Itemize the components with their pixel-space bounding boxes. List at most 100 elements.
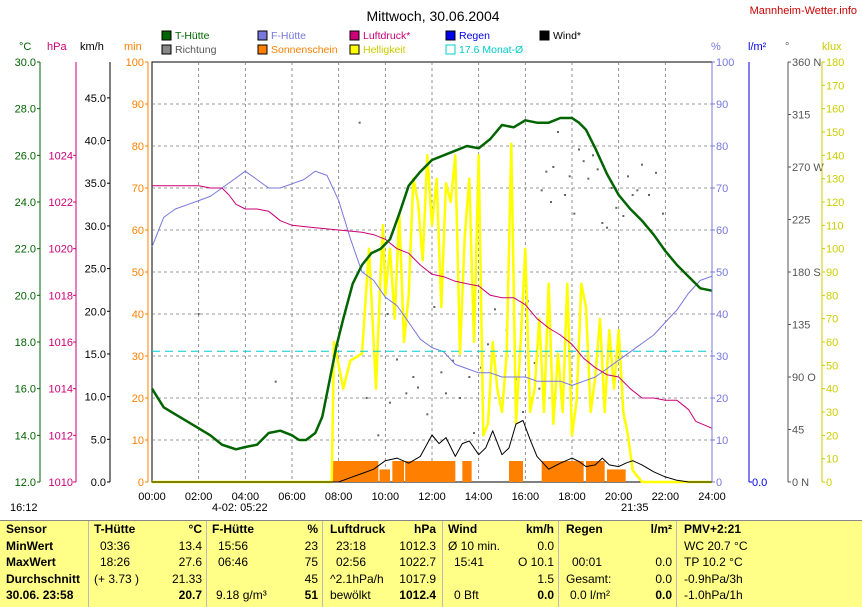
header-pmv: PMV+2:21 (684, 522, 742, 536)
x-tick-label: 06:00 (278, 491, 306, 503)
plot-marks (150, 116, 713, 484)
direction-point (578, 148, 580, 151)
legend-label: Regen (459, 30, 490, 42)
klux-axis-label: 70 (826, 314, 838, 326)
legend-label: 17.6 Monat-Ø (459, 44, 523, 56)
klux-axis-label: 60 (826, 337, 838, 349)
celsius-axis-label: 16.0 (15, 384, 36, 396)
percent-axis-label: 100 (716, 57, 734, 69)
percent-axis-label: 20 (716, 393, 728, 405)
axis-header-percent: % (711, 41, 721, 53)
direction-point (655, 171, 657, 174)
weather-chart: Mittwoch, 30.06.2004 Mannheim-Wetter.inf… (10, 5, 857, 514)
x-tick-label: 12:00 (418, 491, 446, 503)
l-min-time: 23:18 (336, 538, 367, 553)
legend-swatch (257, 30, 268, 41)
f-huette-line (151, 170, 713, 386)
l-current-val: 1012.4 (399, 588, 436, 602)
min-axis-label: 10 (132, 435, 144, 447)
kmh-axis-label: 10.0 (85, 392, 106, 404)
x-tick-label: 22:00 (652, 491, 680, 503)
min-axis-label: 70 (132, 183, 144, 195)
r-current-time: 0.0 l/m² (570, 588, 611, 602)
col-regen: Regen l/m² 00:01 0.0 Gesamt: 0.0 0.0 l/m² 0.… (566, 521, 672, 607)
hpa-axis-label: 1014 (49, 384, 73, 396)
pmv-line-2: TP 10.2 °C (684, 555, 743, 569)
deg-axis-label: 315 (792, 110, 810, 122)
pmv-line-4: -1.0hPa/1h (684, 588, 743, 602)
pmv-line-3: -0.9hPa/3h (684, 571, 743, 586)
legend-label: Luftdruck* (363, 30, 410, 42)
klux-axis-label: 10 (826, 454, 838, 466)
t-avg-time: (+ 3.73 ) (94, 571, 140, 586)
klux-axis-label: 150 (826, 127, 844, 139)
col-f-huette: F-Hütte% 15:56 23 06:46 75 45 9.18 g/m³ 51 (212, 521, 318, 607)
legend-label: Wind* (553, 30, 581, 42)
direction-point (648, 194, 650, 196)
direction-point (568, 175, 571, 178)
celsius-axis-label: 20.0 (15, 290, 36, 302)
sunshine-bar (379, 469, 390, 482)
row-label-min: MinWert (6, 538, 54, 553)
annotation-min-marker: 4-02: 05:22 (212, 502, 268, 514)
direction-point (405, 392, 408, 395)
hpa-axis-label: 1020 (49, 244, 73, 256)
header-sensor: Sensor (6, 522, 47, 536)
percent-axis-label: 40 (716, 309, 728, 321)
legend-label: Helligkeit (363, 44, 406, 56)
celsius-axis-label: 12.0 (15, 477, 36, 489)
header-w-unit: km/h (525, 522, 554, 536)
f-avg-val: 45 (304, 571, 318, 586)
direction-point (445, 392, 447, 395)
direction-point (540, 189, 543, 192)
x-tick-label: 10:00 (372, 491, 400, 503)
legend-swatch (539, 30, 550, 41)
pmv-line-1: WC 20.7 °C (684, 538, 748, 553)
direction-point (197, 313, 200, 315)
direction-point (433, 306, 436, 308)
klux-axis-label: 160 (826, 104, 844, 116)
t-huette-line (150, 116, 713, 451)
percent-axis-label: 90 (716, 99, 728, 111)
col-t-huette: T-Hütte °C 03:36 13.4 18:26 27.6 (+ 3.73 ) 2… (94, 521, 202, 607)
axis-headers: °C hPa km/h min % l/m² ° klux (19, 41, 842, 53)
l-max-time: 02:56 (336, 555, 367, 569)
klux-axis-label: 0 (826, 477, 832, 489)
deg-axis-label: 225 (792, 215, 810, 227)
direction-point (386, 313, 389, 315)
w-min-label: Ø 10 min. (448, 538, 501, 553)
direction-point (412, 376, 415, 378)
r-max-time: 00:01 (572, 555, 603, 569)
x-tick-label: 18:00 (558, 491, 586, 503)
direction-point (533, 362, 536, 364)
direction-point (545, 170, 548, 173)
col-sensor: Sensor MinWert MaxWert Durchschnitt 30.0… (6, 521, 88, 607)
direction-point (459, 397, 461, 399)
klux-axis-label: 30 (826, 407, 838, 419)
x-tick-label: 00:00 (138, 491, 166, 503)
axis-header-kmh: km/h (80, 41, 104, 53)
direction-point (426, 413, 429, 416)
col-wind: Wind km/h Ø 10 min. 0.0 15:41 O 10.1 1.5 0 … (448, 521, 554, 607)
axis-header-celsius: °C (19, 41, 31, 53)
header-t: T-Hütte (94, 522, 136, 536)
site-link[interactable]: Mannheim-Wetter.info (750, 5, 857, 17)
celsius-axis-label: 22.0 (15, 244, 36, 256)
sunshine-bar (405, 461, 456, 482)
direction-point (389, 401, 391, 404)
stats-table: Sensor MinWert MaxWert Durchschnitt 30.0… (0, 520, 862, 607)
f-min-time: 15:56 (218, 538, 249, 553)
direction-point (552, 166, 555, 168)
row-label-avg: Durchschnitt (6, 571, 81, 586)
deg-axis-label: 0 N (792, 477, 809, 489)
header-l: Luftdruck (330, 522, 386, 536)
direction-point (631, 194, 634, 196)
plot-grid (151, 61, 713, 483)
hpa-axis-label: 1024 (49, 150, 73, 162)
t-current-val: 20.7 (178, 588, 202, 602)
header-r: Regen (566, 522, 603, 536)
direction-point (615, 206, 618, 209)
header-f-unit: % (307, 522, 318, 536)
direction-point (596, 168, 599, 171)
klux-axis-label: 120 (826, 197, 844, 209)
